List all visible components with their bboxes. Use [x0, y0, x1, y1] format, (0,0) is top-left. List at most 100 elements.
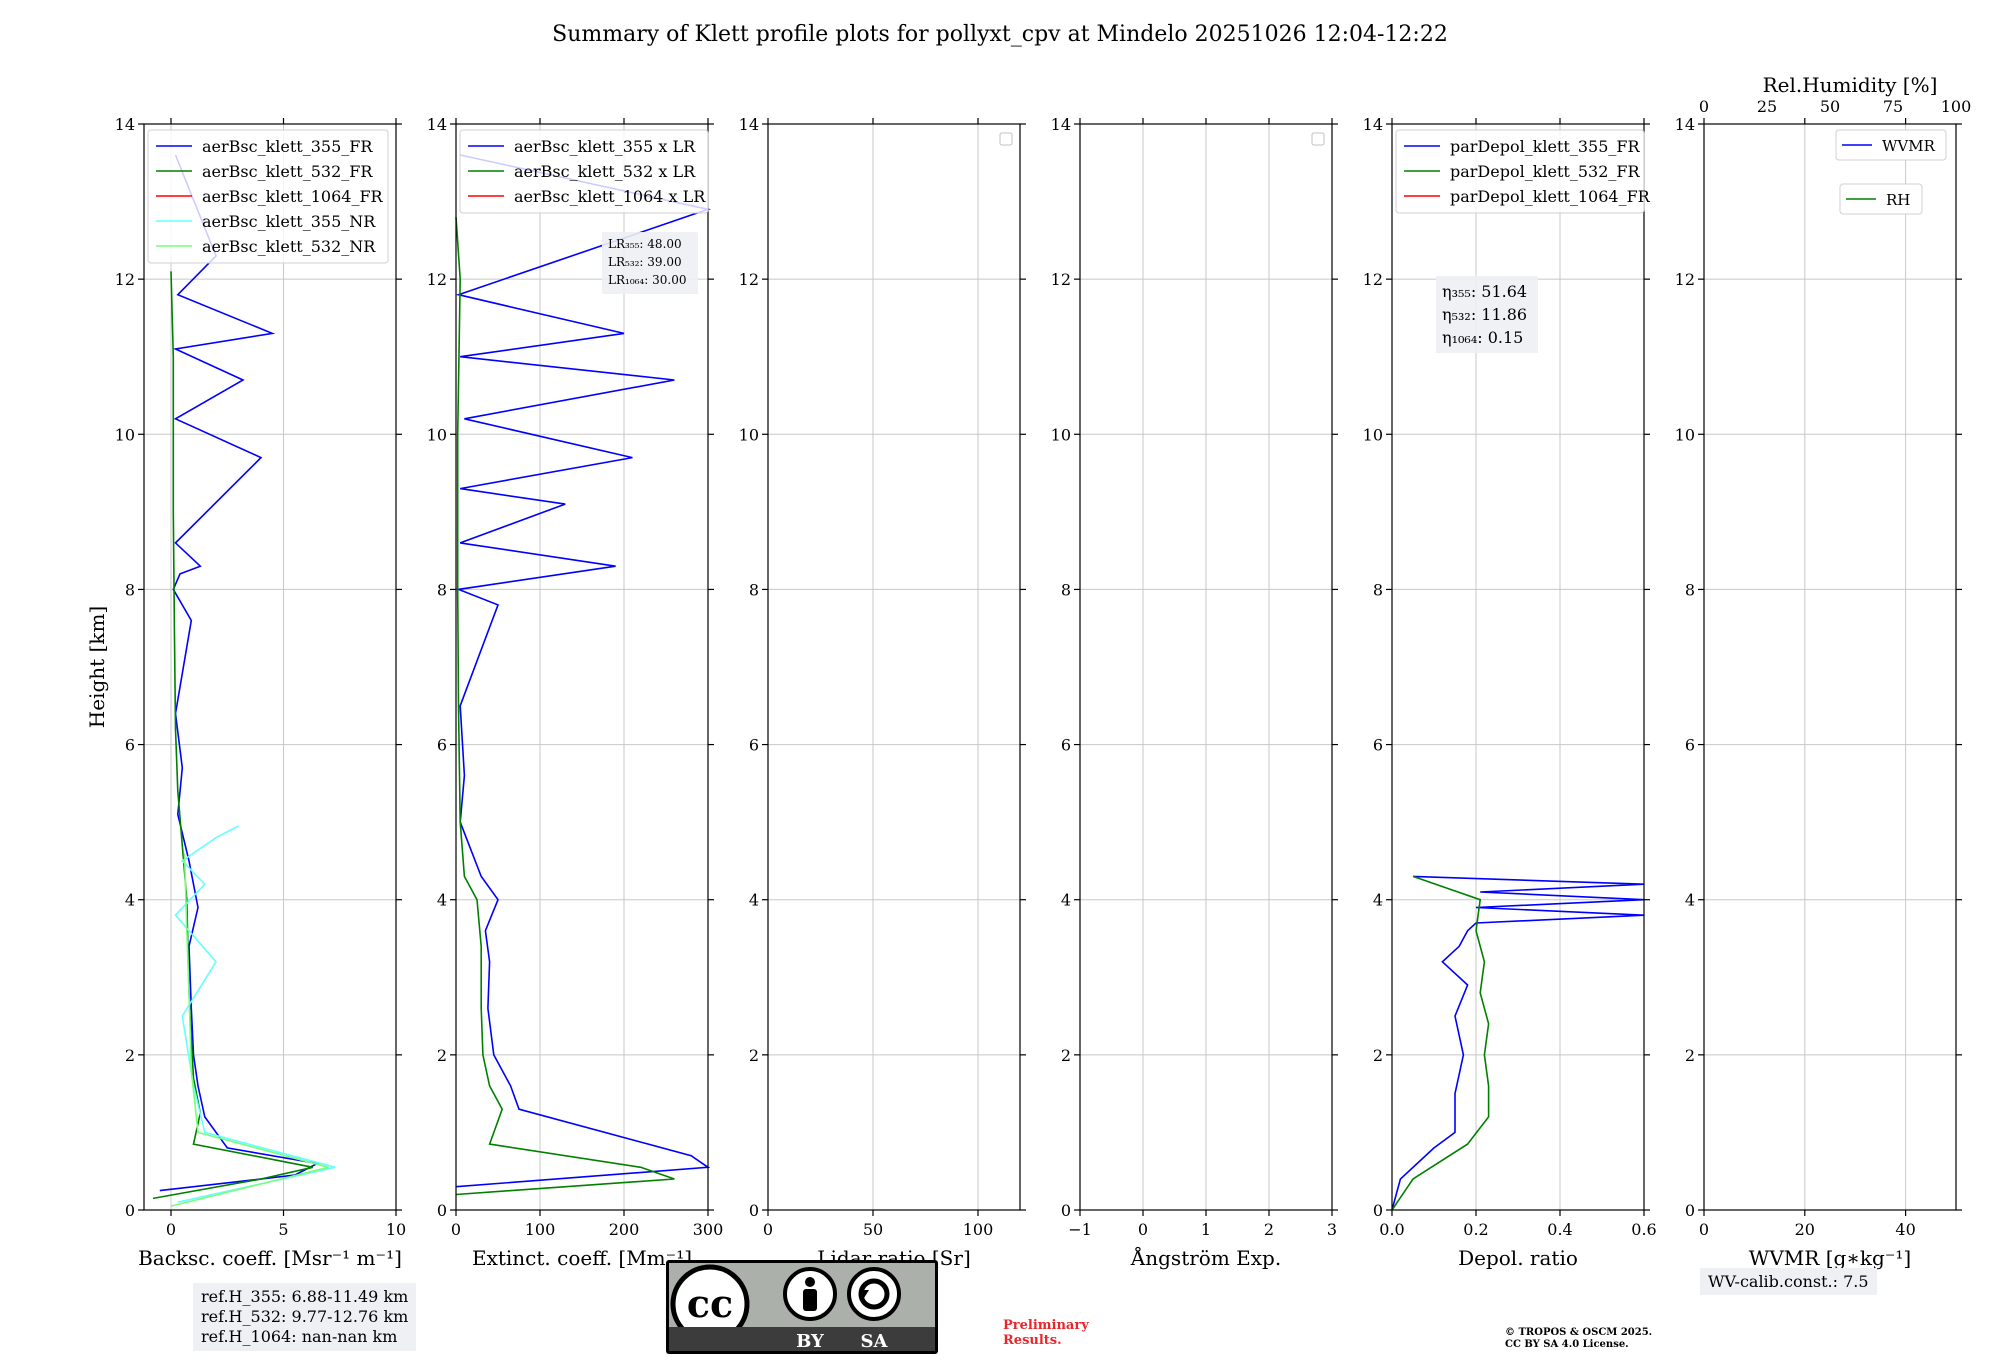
legend-label-depol: parDepol_klett_532_FR [1450, 162, 1641, 181]
copyright-note: © TROPOS & OSCM 2025. CC BY SA 4.0 Licen… [1505, 1327, 1652, 1351]
ytick-label-wv: 14 [1675, 115, 1695, 134]
ytick-label-ext: 10 [427, 425, 447, 444]
text-box-depol [1436, 276, 1538, 353]
xtick-label-ext: 100 [525, 1220, 556, 1239]
wv-calibration-box: WV-calib.const.: 7.5 [1700, 1268, 1877, 1295]
legend-label-bsc: aerBsc_klett_355_FR [202, 137, 373, 156]
xtick-label-ext: 0 [451, 1220, 461, 1239]
ytick-label-ext: 0 [437, 1201, 447, 1220]
x-axis-label-ae: Ångström Exp. [1130, 1245, 1281, 1270]
xtick-label-depol: 0.4 [1547, 1220, 1572, 1239]
ytick-label-bsc: 14 [115, 115, 135, 134]
axes-frame-wv [1703, 123, 1957, 1211]
ytick-label-wv: 2 [1685, 1046, 1695, 1065]
sa-label: SA [861, 1331, 889, 1352]
xtick-label-depol: 0.6 [1631, 1220, 1656, 1239]
xtick-label-depol: 0.2 [1463, 1220, 1488, 1239]
series-bsc-4 [170, 853, 329, 1207]
top-tick-label-wv: 50 [1820, 97, 1840, 116]
empty-legend-lr [999, 132, 1013, 146]
xtick-label-wv: 40 [1895, 1220, 1915, 1239]
ytick-label-ae: 0 [1061, 1201, 1071, 1220]
ytick-label-bsc: 12 [115, 270, 135, 289]
series-depol-1 [1391, 875, 1490, 1211]
ytick-label-depol: 12 [1363, 270, 1383, 289]
axes-frame-depol [1391, 123, 1645, 1211]
legend-box-depol [1395, 129, 1645, 214]
ref-height-355: ref.H_355: 6.88-11.49 km [201, 1287, 409, 1306]
xtick-label-lr: 50 [863, 1220, 883, 1239]
ytick-label-ae: 14 [1051, 115, 1071, 134]
xtick-label-ae: −1 [1068, 1220, 1092, 1239]
xtick-label-lr: 0 [763, 1220, 773, 1239]
preliminary-line-1: Preliminary [1003, 1318, 1089, 1333]
ref-height-532: ref.H_532: 9.77-12.76 km [201, 1307, 409, 1326]
ytick-label-wv: 10 [1675, 425, 1695, 444]
legend-label-depol: parDepol_klett_1064_FR [1450, 187, 1651, 206]
text-box-line-depol: η₁₀₆₄: 0.15 [1442, 328, 1523, 347]
ytick-label-ae: 8 [1061, 580, 1071, 599]
ytick-label-bsc: 2 [125, 1046, 135, 1065]
top-tick-label-wv: 75 [1883, 97, 1903, 116]
top-axis-label-wv: Rel.Humidity [%] [1763, 73, 1938, 97]
ytick-label-ext: 8 [437, 580, 447, 599]
xtick-label-ae: 2 [1264, 1220, 1274, 1239]
top-tick-label-wv: 0 [1699, 97, 1709, 116]
axes-frame-lr [767, 123, 1021, 1211]
legend-label-depol: parDepol_klett_355_FR [1450, 137, 1641, 156]
ytick-label-depol: 8 [1373, 580, 1383, 599]
ytick-label-bsc: 10 [115, 425, 135, 444]
ytick-label-ae: 10 [1051, 425, 1071, 444]
ytick-label-ext: 4 [437, 891, 447, 910]
ytick-label-lr: 8 [749, 580, 759, 599]
empty-legend-ae [1311, 132, 1325, 146]
xtick-label-ae: 0 [1138, 1220, 1148, 1239]
legend-label-ext: aerBsc_klett_1064 x LR [514, 187, 706, 206]
ytick-label-depol: 0 [1373, 1201, 1383, 1220]
x-axis-label-bsc: Backsc. coeff. [Msr⁻¹ m⁻¹] [138, 1246, 402, 1270]
ytick-label-lr: 2 [749, 1046, 759, 1065]
figure-title: Summary of Klett profile plots for polly… [552, 22, 1448, 47]
preliminary-note: Preliminary Results. [1003, 1318, 1089, 1348]
ytick-label-ext: 14 [427, 115, 447, 134]
x-axis-label-ext: Extinct. coeff. [Mm⁻¹] [472, 1246, 692, 1270]
text-box-line-ext: LR₅₃₂: 39.00 [608, 255, 682, 269]
top-tick-label-wv: 25 [1757, 97, 1777, 116]
y-axis-label: Height [km] [85, 606, 109, 728]
legend-label-bsc: aerBsc_klett_532_FR [202, 162, 373, 181]
ytick-label-depol: 4 [1373, 891, 1383, 910]
text-box-ext [602, 232, 698, 294]
ytick-label-depol: 10 [1363, 425, 1383, 444]
xtick-label-ext: 300 [693, 1220, 724, 1239]
legend-box-wv [1839, 183, 1923, 215]
ref-height-1064: ref.H_1064: nan-nan km [201, 1327, 398, 1346]
legend-box-bsc [147, 129, 389, 264]
xtick-label-ae: 1 [1201, 1220, 1211, 1239]
text-box-line-ext: LR₃₅₅: 48.00 [608, 237, 682, 251]
panel-bsc: 0 2 4 6 8 10 12 14 0 5 10 Backsc. coeff. [Msr⁻¹ m⁻¹… [115, 115, 407, 1270]
ytick-label-depol: 14 [1363, 115, 1383, 134]
series-bsc-1 [152, 271, 313, 1200]
series-depol-0 [1391, 875, 1645, 1211]
text-box-line-ext: LR₁₀₆₄: 30.00 [608, 273, 686, 287]
ytick-label-wv: 6 [1685, 736, 1695, 755]
ytick-label-ae: 12 [1051, 270, 1071, 289]
legend-box-ext [459, 129, 709, 214]
axes-frame-bsc [143, 123, 397, 1211]
legend-box-wv [1835, 129, 1947, 161]
cc-license-badge: cc BY SA [666, 1260, 938, 1354]
ytick-label-ext: 6 [437, 736, 447, 755]
legend-label-bsc: aerBsc_klett_1064_FR [202, 187, 384, 206]
ytick-label-lr: 10 [739, 425, 759, 444]
legend-label-ext: aerBsc_klett_355 x LR [514, 137, 696, 156]
xtick-label-bsc: 5 [278, 1220, 288, 1239]
copyright-line-1: © TROPOS & OSCM 2025. [1505, 1327, 1653, 1338]
ytick-label-ext: 2 [437, 1046, 447, 1065]
copyright-line-2: CC BY SA 4.0 License. [1505, 1339, 1629, 1350]
sa-share-icon [847, 1267, 901, 1321]
ytick-label-wv: 12 [1675, 270, 1695, 289]
